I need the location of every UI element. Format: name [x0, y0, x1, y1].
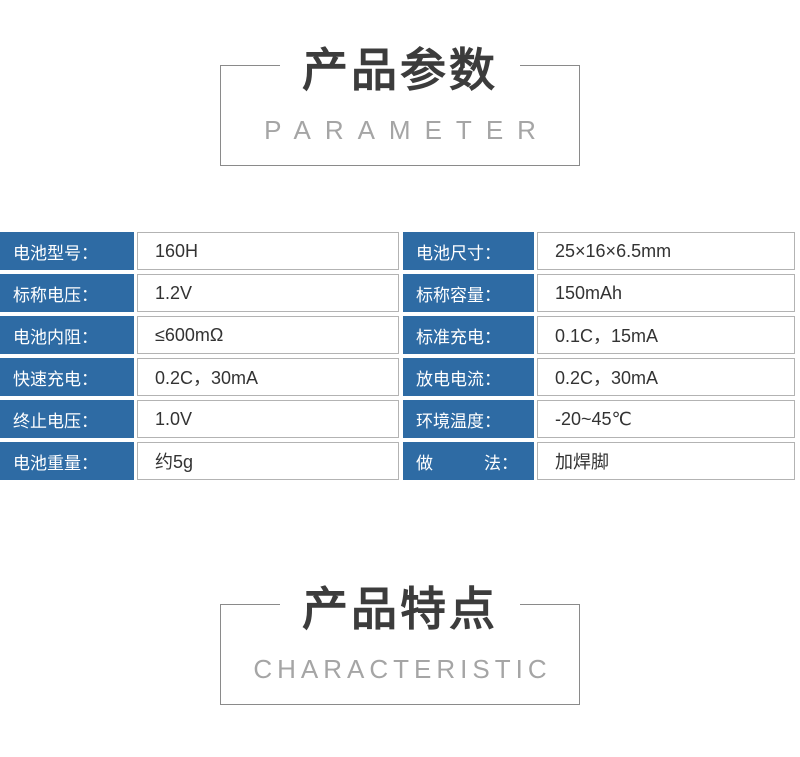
spec-value-internal-resistance: ≤600mΩ — [137, 316, 399, 354]
spec-label-battery-size: 电池尺寸： — [403, 232, 534, 270]
table-row: 电池型号： 160H 电池尺寸： 25×16×6.5mm — [0, 232, 800, 270]
spec-label-nominal-voltage: 标称电压： — [0, 274, 134, 312]
parameter-title-en: PARAMETER — [264, 115, 550, 145]
spec-value-battery-size: 25×16×6.5mm — [537, 232, 795, 270]
parameter-section-header: 产品参数 PARAMETER — [220, 46, 580, 166]
table-row: 快速充电： 0.2C，30mA 放电电流： 0.2C，30mA — [0, 358, 800, 396]
characteristic-section-header: 产品特点 CHARACTERISTIC — [220, 585, 580, 705]
characteristic-title-en: CHARACTERISTIC — [253, 654, 552, 684]
spec-label-nominal-capacity: 标称容量： — [403, 274, 534, 312]
spec-value-ambient-temperature: -20~45℃ — [537, 400, 795, 438]
spec-label-fast-charge: 快速充电： — [0, 358, 134, 396]
spec-value-discharge-current: 0.2C，30mA — [537, 358, 795, 396]
spec-value-nominal-capacity: 150mAh — [537, 274, 795, 312]
characteristic-title-cn: 产品特点 — [280, 585, 520, 633]
spec-label-method: 做 法： — [403, 442, 534, 480]
spec-table: 电池型号： 160H 电池尺寸： 25×16×6.5mm 标称电压： 1.2V … — [0, 232, 800, 480]
spec-label-internal-resistance: 电池内阻： — [0, 316, 134, 354]
spec-label-cutoff-voltage: 终止电压： — [0, 400, 134, 438]
table-row: 电池内阻： ≤600mΩ 标准充电： 0.1C，15mA — [0, 316, 800, 354]
spec-value-fast-charge: 0.2C，30mA — [137, 358, 399, 396]
spec-value-cutoff-voltage: 1.0V — [137, 400, 399, 438]
spec-label-ambient-temperature: 环境温度： — [403, 400, 534, 438]
parameter-title-cn: 产品参数 — [280, 46, 520, 94]
spec-value-method: 加焊脚 — [537, 442, 795, 480]
spec-value-battery-weight: 约5g — [137, 442, 399, 480]
spec-label-discharge-current: 放电电流： — [403, 358, 534, 396]
table-row: 标称电压： 1.2V 标称容量： 150mAh — [0, 274, 800, 312]
spec-value-nominal-voltage: 1.2V — [137, 274, 399, 312]
table-row: 电池重量： 约5g 做 法： 加焊脚 — [0, 442, 800, 480]
spec-value-standard-charge: 0.1C，15mA — [537, 316, 795, 354]
spec-value-battery-model: 160H — [137, 232, 399, 270]
spec-label-battery-weight: 电池重量： — [0, 442, 134, 480]
spec-label-standard-charge: 标准充电： — [403, 316, 534, 354]
spec-label-battery-model: 电池型号： — [0, 232, 134, 270]
table-row: 终止电压： 1.0V 环境温度： -20~45℃ — [0, 400, 800, 438]
